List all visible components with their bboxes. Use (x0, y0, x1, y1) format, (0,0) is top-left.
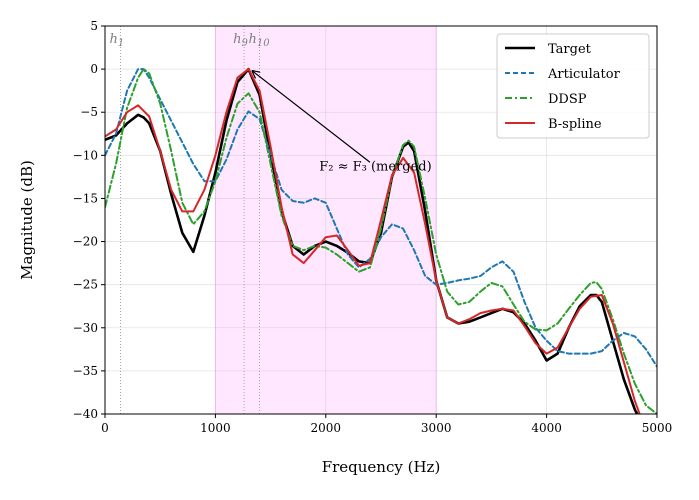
harmonic-label: h1 (109, 32, 124, 49)
y-tick-label: 5 (90, 19, 98, 33)
y-tick-label: −20 (73, 235, 98, 249)
x-tick-label: 4000 (531, 421, 562, 435)
legend-box (496, 33, 650, 139)
y-tick-label: 0 (90, 62, 98, 76)
legend-label: DDSP (548, 92, 587, 107)
y-tick-label: −15 (73, 191, 98, 205)
x-tick-label: 0 (101, 421, 109, 435)
plot-frame (104, 25, 658, 415)
series-line-ddsp (105, 68, 657, 414)
x-axis-label: Frequency (Hz) (322, 458, 441, 476)
x-tick-label: 3000 (421, 421, 452, 435)
annotation-arrow (253, 71, 371, 163)
series-line-target (105, 67, 639, 414)
y-tick-label: −5 (80, 105, 98, 119)
legend-label: Articulator (547, 67, 621, 82)
legend-label: Target (548, 42, 592, 57)
x-tick-label: 2000 (311, 421, 342, 435)
x-tick-label: 1000 (200, 421, 231, 435)
y-tick-label: −25 (73, 278, 98, 292)
y-tick-label: −10 (73, 148, 98, 162)
x-tick-label: 5000 (642, 421, 673, 435)
y-tick-label: −40 (73, 407, 98, 421)
y-axis-label: Magnitude (dB) (18, 160, 36, 280)
y-tick-label: −35 (73, 364, 98, 378)
legend-label: B-spline (548, 117, 602, 132)
annotation-label: F₂ ≈ F₃ (merged) (319, 160, 431, 175)
series-line-b-spline (105, 68, 641, 414)
y-tick-label: −30 (73, 321, 98, 335)
shaded-band (215, 26, 437, 414)
